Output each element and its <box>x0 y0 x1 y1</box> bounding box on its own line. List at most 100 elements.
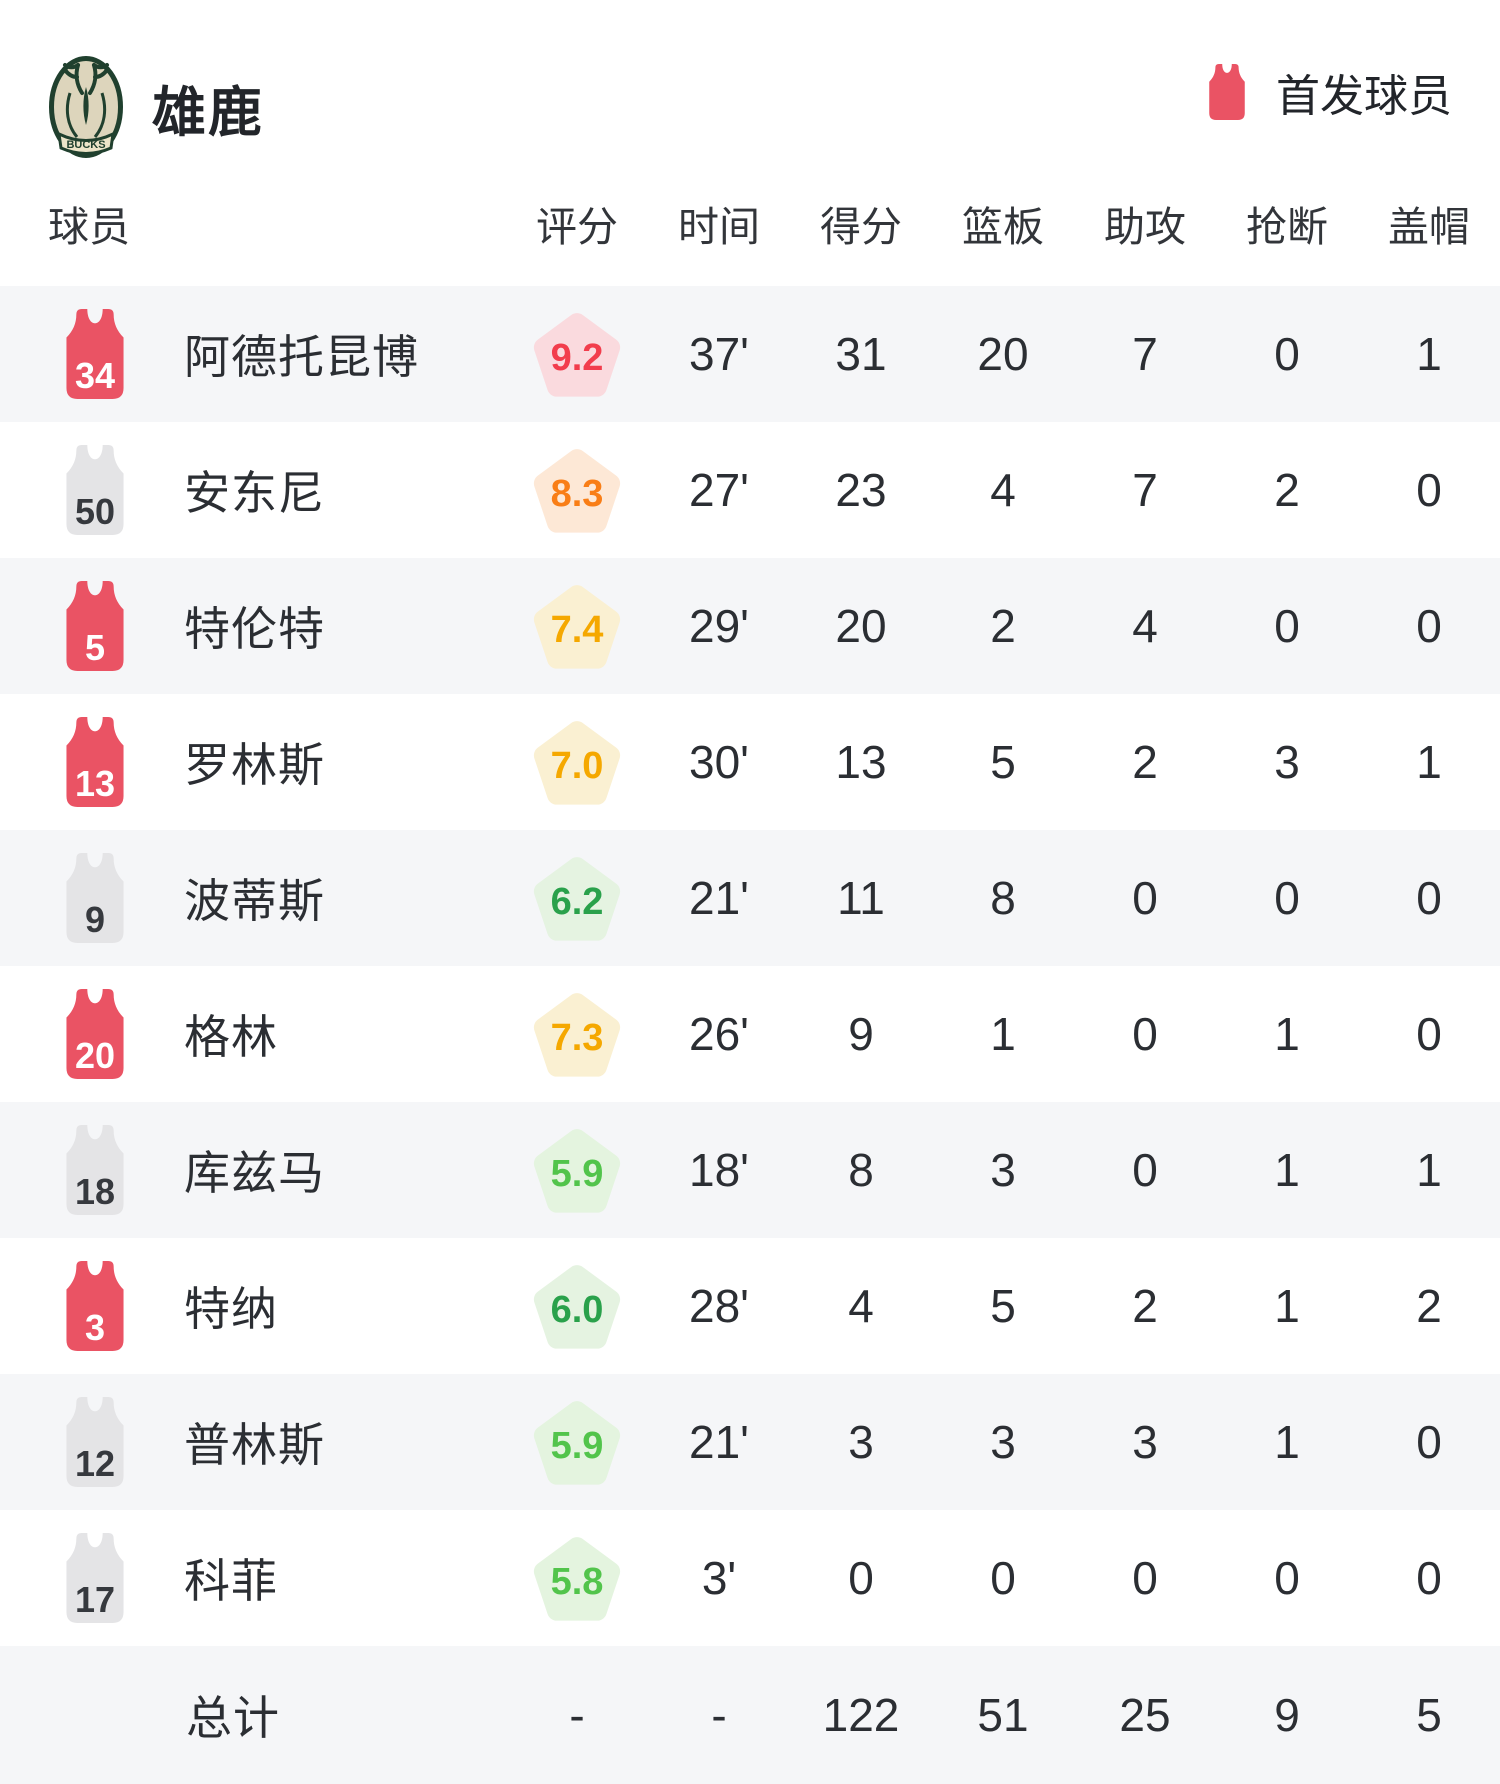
stat-steals: 2 <box>1274 464 1300 516</box>
total-rating: - <box>569 1689 585 1741</box>
player-cell: 3 特纳 <box>0 1261 506 1351</box>
rating-cell: 5.8 <box>506 1535 648 1621</box>
player-name: 特纳 <box>184 1283 278 1335</box>
column-blocks: 盖帽 <box>1388 204 1470 250</box>
rating-cell: 7.0 <box>506 719 648 805</box>
rating-cell: 9.2 <box>506 311 648 397</box>
stat-rebounds: 20 <box>977 328 1029 380</box>
rating-badge: 7.0 <box>533 719 621 805</box>
rating-badge: 9.2 <box>533 311 621 397</box>
rating-value: 9.2 <box>550 336 604 379</box>
bucks-team-logo-icon: BUCKS <box>49 56 123 158</box>
player-name: 格林 <box>184 1011 278 1063</box>
jersey-number: 9 <box>84 899 106 940</box>
player-cell: 18 库兹马 <box>0 1125 506 1215</box>
rating-cell: 5.9 <box>506 1399 648 1485</box>
total-label: 总计 <box>186 1692 280 1744</box>
stat-points: 31 <box>835 328 887 380</box>
stat-blocks: 0 <box>1416 1416 1442 1468</box>
player-row[interactable]: 9 波蒂斯 6.2 21' 11 8 0 0 0 <box>0 830 1500 966</box>
jersey-number: 18 <box>74 1171 116 1212</box>
total-rebounds: 51 <box>977 1689 1029 1741</box>
stat-points: 4 <box>848 1280 874 1332</box>
stat-points: 23 <box>835 464 887 516</box>
rating-value: 5.9 <box>550 1424 604 1467</box>
stat-rebounds: 3 <box>990 1144 1016 1196</box>
player-jersey-icon: 17 <box>62 1533 128 1623</box>
stat-time: 27' <box>689 464 749 516</box>
rating-value: 7.0 <box>550 744 604 787</box>
stat-assists: 0 <box>1132 872 1158 924</box>
rating-cell: 5.9 <box>506 1127 648 1213</box>
column-assists: 助攻 <box>1104 204 1186 250</box>
rating-value: 7.3 <box>550 1016 604 1059</box>
stat-points: 0 <box>848 1552 874 1604</box>
jersey-number: 12 <box>74 1443 116 1484</box>
stat-steals: 3 <box>1274 736 1300 788</box>
jersey-number: 50 <box>74 491 116 532</box>
stat-rebounds: 3 <box>990 1416 1016 1468</box>
stat-assists: 2 <box>1132 736 1158 788</box>
player-cell: 12 普林斯 <box>0 1397 506 1487</box>
rating-value: 6.0 <box>550 1288 604 1331</box>
rating-cell: 7.3 <box>506 991 648 1077</box>
jersey-number: 20 <box>74 1035 116 1076</box>
player-table-body: 34 阿德托昆博 9.2 37' 31 20 7 0 1 50 <box>0 286 1500 1646</box>
table-column-header: 球员 评分 时间 得分 篮板 助攻 抢断 盖帽 <box>0 160 1500 286</box>
stat-points: 13 <box>835 736 887 788</box>
player-cell: 9 波蒂斯 <box>0 853 506 943</box>
stat-assists: 4 <box>1132 600 1158 652</box>
stat-blocks: 0 <box>1416 872 1442 924</box>
rating-badge: 7.3 <box>533 991 621 1077</box>
player-name: 科菲 <box>184 1555 278 1607</box>
stat-blocks: 0 <box>1416 464 1442 516</box>
stat-time: 30' <box>689 736 749 788</box>
player-row[interactable]: 12 普林斯 5.9 21' 3 3 3 1 0 <box>0 1374 1500 1510</box>
player-cell: 34 阿德托昆博 <box>0 309 506 399</box>
stat-rebounds: 5 <box>990 736 1016 788</box>
rating-value: 7.4 <box>550 608 604 651</box>
rating-cell: 6.2 <box>506 855 648 941</box>
stat-steals: 0 <box>1274 872 1300 924</box>
player-name: 库兹马 <box>184 1147 325 1199</box>
total-assists: 25 <box>1119 1689 1171 1741</box>
player-name: 安东尼 <box>184 467 325 519</box>
stat-assists: 7 <box>1132 464 1158 516</box>
player-jersey-icon: 13 <box>62 717 128 807</box>
player-row[interactable]: 13 罗林斯 7.0 30' 13 5 2 3 1 <box>0 694 1500 830</box>
stat-rebounds: 8 <box>990 872 1016 924</box>
stat-assists: 7 <box>1132 328 1158 380</box>
stat-time: 29' <box>689 600 749 652</box>
stat-time: 18' <box>689 1144 749 1196</box>
player-row[interactable]: 34 阿德托昆博 9.2 37' 31 20 7 0 1 <box>0 286 1500 422</box>
rating-value: 5.9 <box>550 1152 604 1195</box>
player-row[interactable]: 17 科菲 5.8 3' 0 0 0 0 0 <box>0 1510 1500 1646</box>
player-row[interactable]: 20 格林 7.3 26' 9 1 0 1 0 <box>0 966 1500 1102</box>
stat-blocks: 2 <box>1416 1280 1442 1332</box>
player-cell: 17 科菲 <box>0 1533 506 1623</box>
column-player: 球员 <box>48 204 130 250</box>
player-row[interactable]: 5 特伦特 7.4 29' 20 2 4 0 0 <box>0 558 1500 694</box>
column-rating: 评分 <box>536 204 618 250</box>
player-name: 阿德托昆博 <box>184 331 419 383</box>
jersey-number: 3 <box>84 1307 106 1348</box>
player-cell: 13 罗林斯 <box>0 717 506 807</box>
rating-cell: 7.4 <box>506 583 648 669</box>
stat-steals: 1 <box>1274 1280 1300 1332</box>
starter-jersey-icon <box>1209 64 1245 120</box>
stat-points: 20 <box>835 600 887 652</box>
stat-time: 28' <box>689 1280 749 1332</box>
player-row[interactable]: 50 安东尼 8.3 27' 23 4 7 2 0 <box>0 422 1500 558</box>
player-row[interactable]: 3 特纳 6.0 28' 4 5 2 1 2 <box>0 1238 1500 1374</box>
total-steals: 9 <box>1274 1689 1300 1741</box>
player-cell: 50 安东尼 <box>0 445 506 535</box>
stat-rebounds: 0 <box>990 1552 1016 1604</box>
total-blocks: 5 <box>1416 1689 1442 1741</box>
player-jersey-icon: 5 <box>62 581 128 671</box>
team-name: 雄鹿 <box>152 82 264 143</box>
stat-assists: 3 <box>1132 1416 1158 1468</box>
logo-banner-text: BUCKS <box>66 139 105 151</box>
stat-steals: 0 <box>1274 600 1300 652</box>
stat-blocks: 0 <box>1416 1008 1442 1060</box>
player-row[interactable]: 18 库兹马 5.9 18' 8 3 0 1 1 <box>0 1102 1500 1238</box>
